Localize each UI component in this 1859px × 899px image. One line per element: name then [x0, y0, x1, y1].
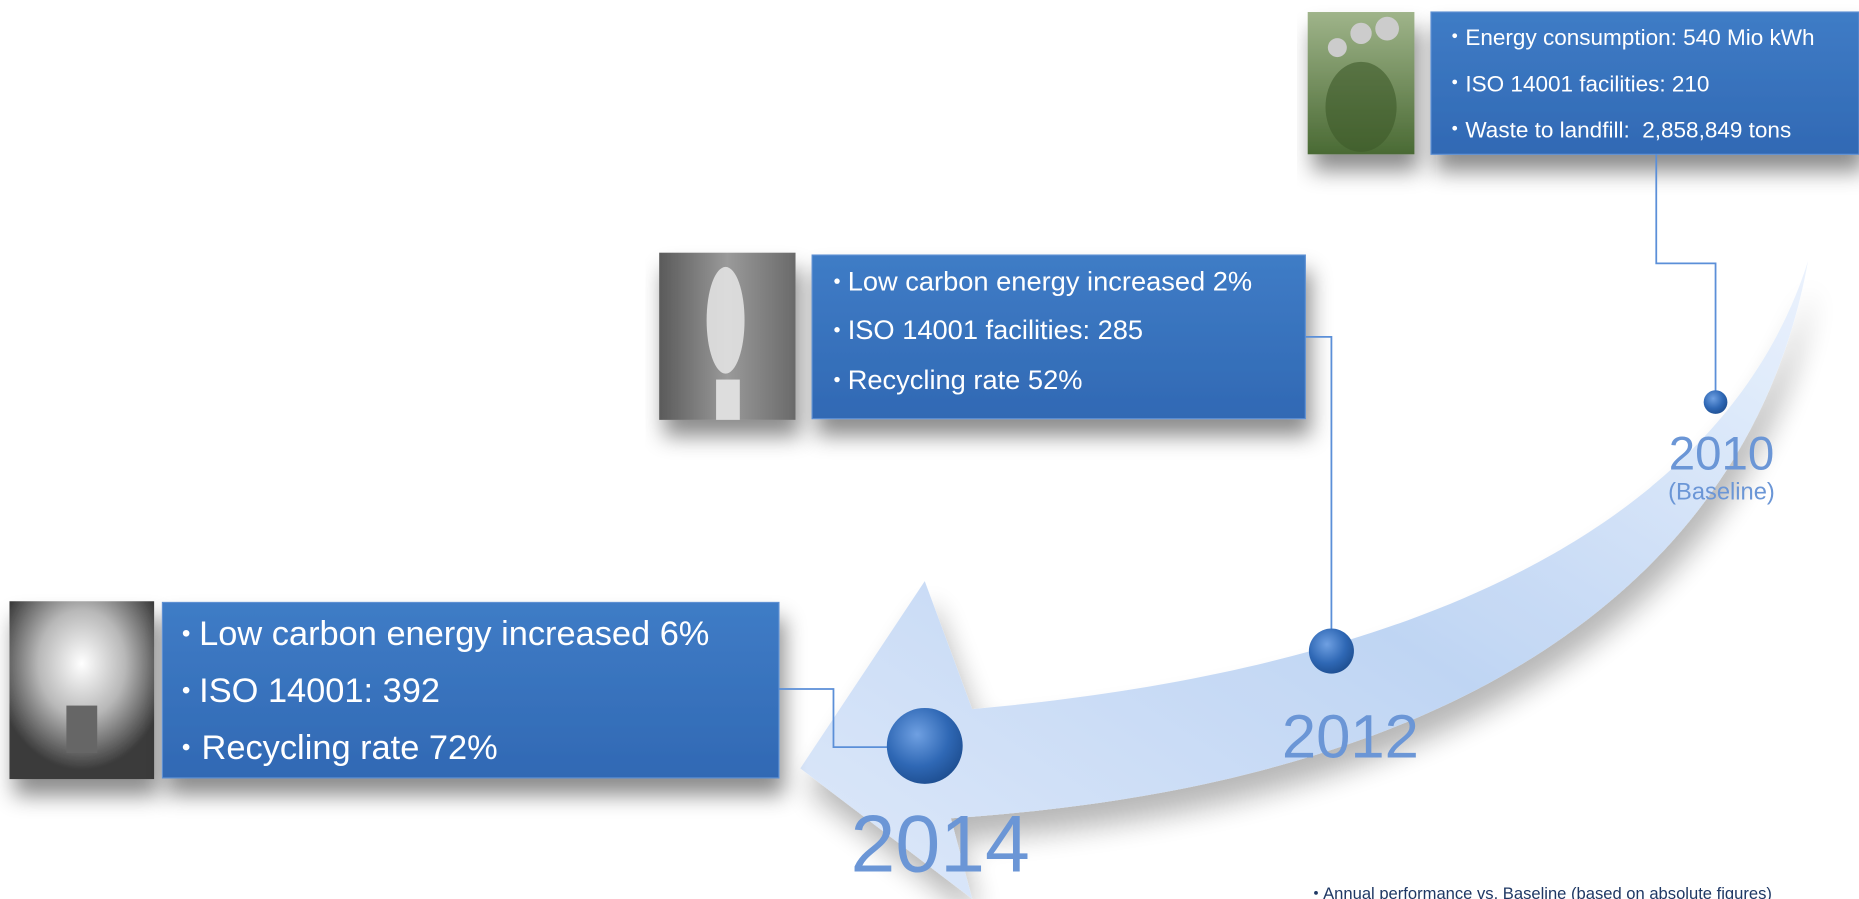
bullet-text: Low carbon energy increased 6% — [199, 615, 709, 653]
toe — [1328, 38, 1347, 57]
bullet-text: Recycling rate 72% — [202, 729, 498, 767]
bullet — [1452, 33, 1457, 38]
bullet-text: Low carbon energy increased 2% — [848, 266, 1252, 297]
toe — [1350, 23, 1371, 44]
bullet — [834, 278, 839, 283]
bullet — [183, 687, 190, 694]
chimney — [716, 380, 740, 420]
footnote: Annual performance vs. Baseline (based o… — [1323, 884, 1772, 899]
connector — [1305, 337, 1331, 629]
bullet — [183, 630, 190, 637]
year-label: 2012 — [1282, 703, 1419, 772]
bullet-text: ISO 14001 facilities: 285 — [848, 314, 1143, 345]
bullet-text: ISO 14001 facilities: 210 — [1465, 71, 1709, 96]
milestone-dot — [1704, 390, 1728, 414]
smoke — [707, 267, 745, 374]
bullet-text: Energy consumption: 540 Mio kWh — [1465, 25, 1814, 50]
bullet — [834, 377, 839, 382]
infographic: Energy consumption: 540 Mio kWh ISO 1400… — [0, 0, 1859, 899]
bullet-text: Waste to landfill: 2,858,849 tons — [1465, 118, 1791, 143]
bullet — [1314, 891, 1318, 895]
bullet-text: ISO 14001: 392 — [199, 672, 440, 710]
year-label: 2014 — [851, 800, 1030, 890]
footprint-shape — [1325, 62, 1396, 152]
toe — [1375, 17, 1399, 41]
year-label: 2010 — [1669, 428, 1774, 481]
year-subtitle: (Baseline) — [1668, 479, 1775, 505]
bullet — [834, 327, 839, 332]
bullet — [1452, 126, 1457, 131]
bulb-base — [66, 706, 97, 753]
milestone-dot — [887, 708, 963, 784]
bullet — [1452, 80, 1457, 85]
milestone-dot — [1309, 629, 1354, 674]
bullet-text: Recycling rate 52% — [848, 364, 1083, 395]
bullet — [183, 744, 190, 751]
connector — [1656, 154, 1715, 393]
